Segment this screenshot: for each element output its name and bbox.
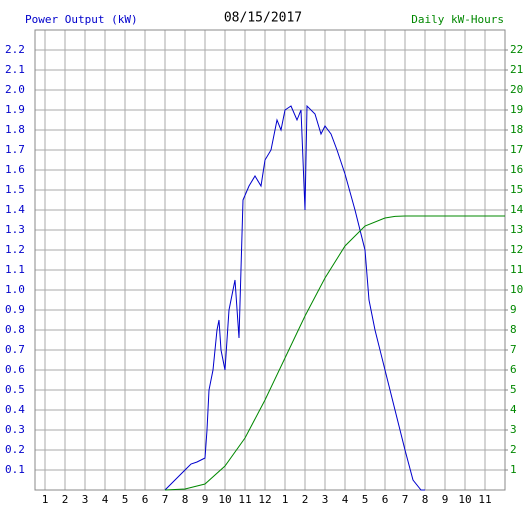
chart-title: 08/15/2017	[224, 11, 302, 26]
y-tick-label: 1.5	[5, 183, 25, 196]
y2-tick-label: 22	[510, 43, 523, 56]
plot-area	[35, 30, 505, 490]
y2-tick-label: 12	[510, 243, 523, 256]
x-tick-label: 6	[382, 493, 389, 506]
y2-tick-label: 6	[510, 363, 517, 376]
y-tick-label: 1.4	[5, 203, 25, 216]
y2-tick-label: 19	[510, 103, 523, 116]
x-tick-label: 8	[182, 493, 189, 506]
x-tick-label: 7	[162, 493, 169, 506]
y2-tick-label: 14	[510, 203, 524, 216]
x-tick-label: 5	[122, 493, 129, 506]
x-tick-label: 9	[442, 493, 449, 506]
y-tick-label: 1.2	[5, 243, 25, 256]
y-tick-label: 0.4	[5, 403, 25, 416]
y2-tick-label: 13	[510, 223, 523, 236]
y2-tick-label: 11	[510, 263, 523, 276]
y-tick-label: 1.6	[5, 163, 25, 176]
y-tick-label: 0.3	[5, 423, 25, 436]
x-tick-label: 7	[402, 493, 409, 506]
y-tick-label: 1.7	[5, 143, 25, 156]
series-line	[164, 104, 425, 491]
x-tick-label: 10	[218, 493, 231, 506]
y-tick-label: 1.9	[5, 103, 25, 116]
x-tick-label: 4	[342, 493, 349, 506]
y2-tick-label: 16	[510, 163, 523, 176]
y-tick-label: 1.0	[5, 283, 25, 296]
y2-tick-label: 10	[510, 283, 523, 296]
y2-tick-label: 15	[510, 183, 523, 196]
x-tick-label: 11	[478, 493, 491, 506]
y-axis-title: Power Output (kW)	[25, 13, 138, 26]
x-tick-label: 4	[102, 493, 109, 506]
x-tick-label: 2	[62, 493, 69, 506]
y2-tick-label: 20	[510, 83, 523, 96]
y-tick-label: 2.2	[5, 43, 25, 56]
series-line	[164, 215, 505, 491]
y2-tick-label: 18	[510, 123, 523, 136]
y-tick-label: 0.1	[5, 463, 25, 476]
x-tick-label: 1	[282, 493, 289, 506]
y-tick-label: 0.5	[5, 383, 25, 396]
x-tick-label: 6	[142, 493, 149, 506]
x-tick-label: 8	[422, 493, 429, 506]
y-tick-label: 1.1	[5, 263, 25, 276]
x-tick-label: 12	[258, 493, 271, 506]
y-tick-label: 0.9	[5, 303, 25, 316]
y2-tick-label: 5	[510, 383, 517, 396]
x-tick-label: 11	[238, 493, 251, 506]
y2-tick-label: 17	[510, 143, 523, 156]
y2-tick-label: 21	[510, 63, 523, 76]
plot-border	[34, 29, 506, 491]
y-tick-label: 2.1	[5, 63, 25, 76]
y2-tick-label: 4	[510, 403, 517, 416]
y2-tick-label: 3	[510, 423, 517, 436]
x-tick-label: 3	[322, 493, 329, 506]
y-tick-label: 0.8	[5, 323, 25, 336]
y-tick-label: 1.3	[5, 223, 25, 236]
x-tick-label: 2	[302, 493, 309, 506]
y2-axis-title: Daily kW-Hours	[411, 13, 504, 26]
y2-tick-label: 1	[510, 463, 517, 476]
x-tick-label: 9	[202, 493, 209, 506]
y2-tick-label: 9	[510, 303, 517, 316]
y2-tick-label: 8	[510, 323, 517, 336]
x-tick-label: 5	[362, 493, 369, 506]
y-tick-label: 2.0	[5, 83, 25, 96]
x-tick-label: 1	[42, 493, 49, 506]
y2-tick-label: 7	[510, 343, 517, 356]
x-tick-label: 3	[82, 493, 89, 506]
x-tick-label: 10	[458, 493, 471, 506]
y2-tick-label: 2	[510, 443, 517, 456]
y-tick-label: 0.6	[5, 363, 25, 376]
y-tick-label: 0.7	[5, 343, 25, 356]
y-tick-label: 0.2	[5, 443, 25, 456]
y-tick-label: 1.8	[5, 123, 25, 136]
